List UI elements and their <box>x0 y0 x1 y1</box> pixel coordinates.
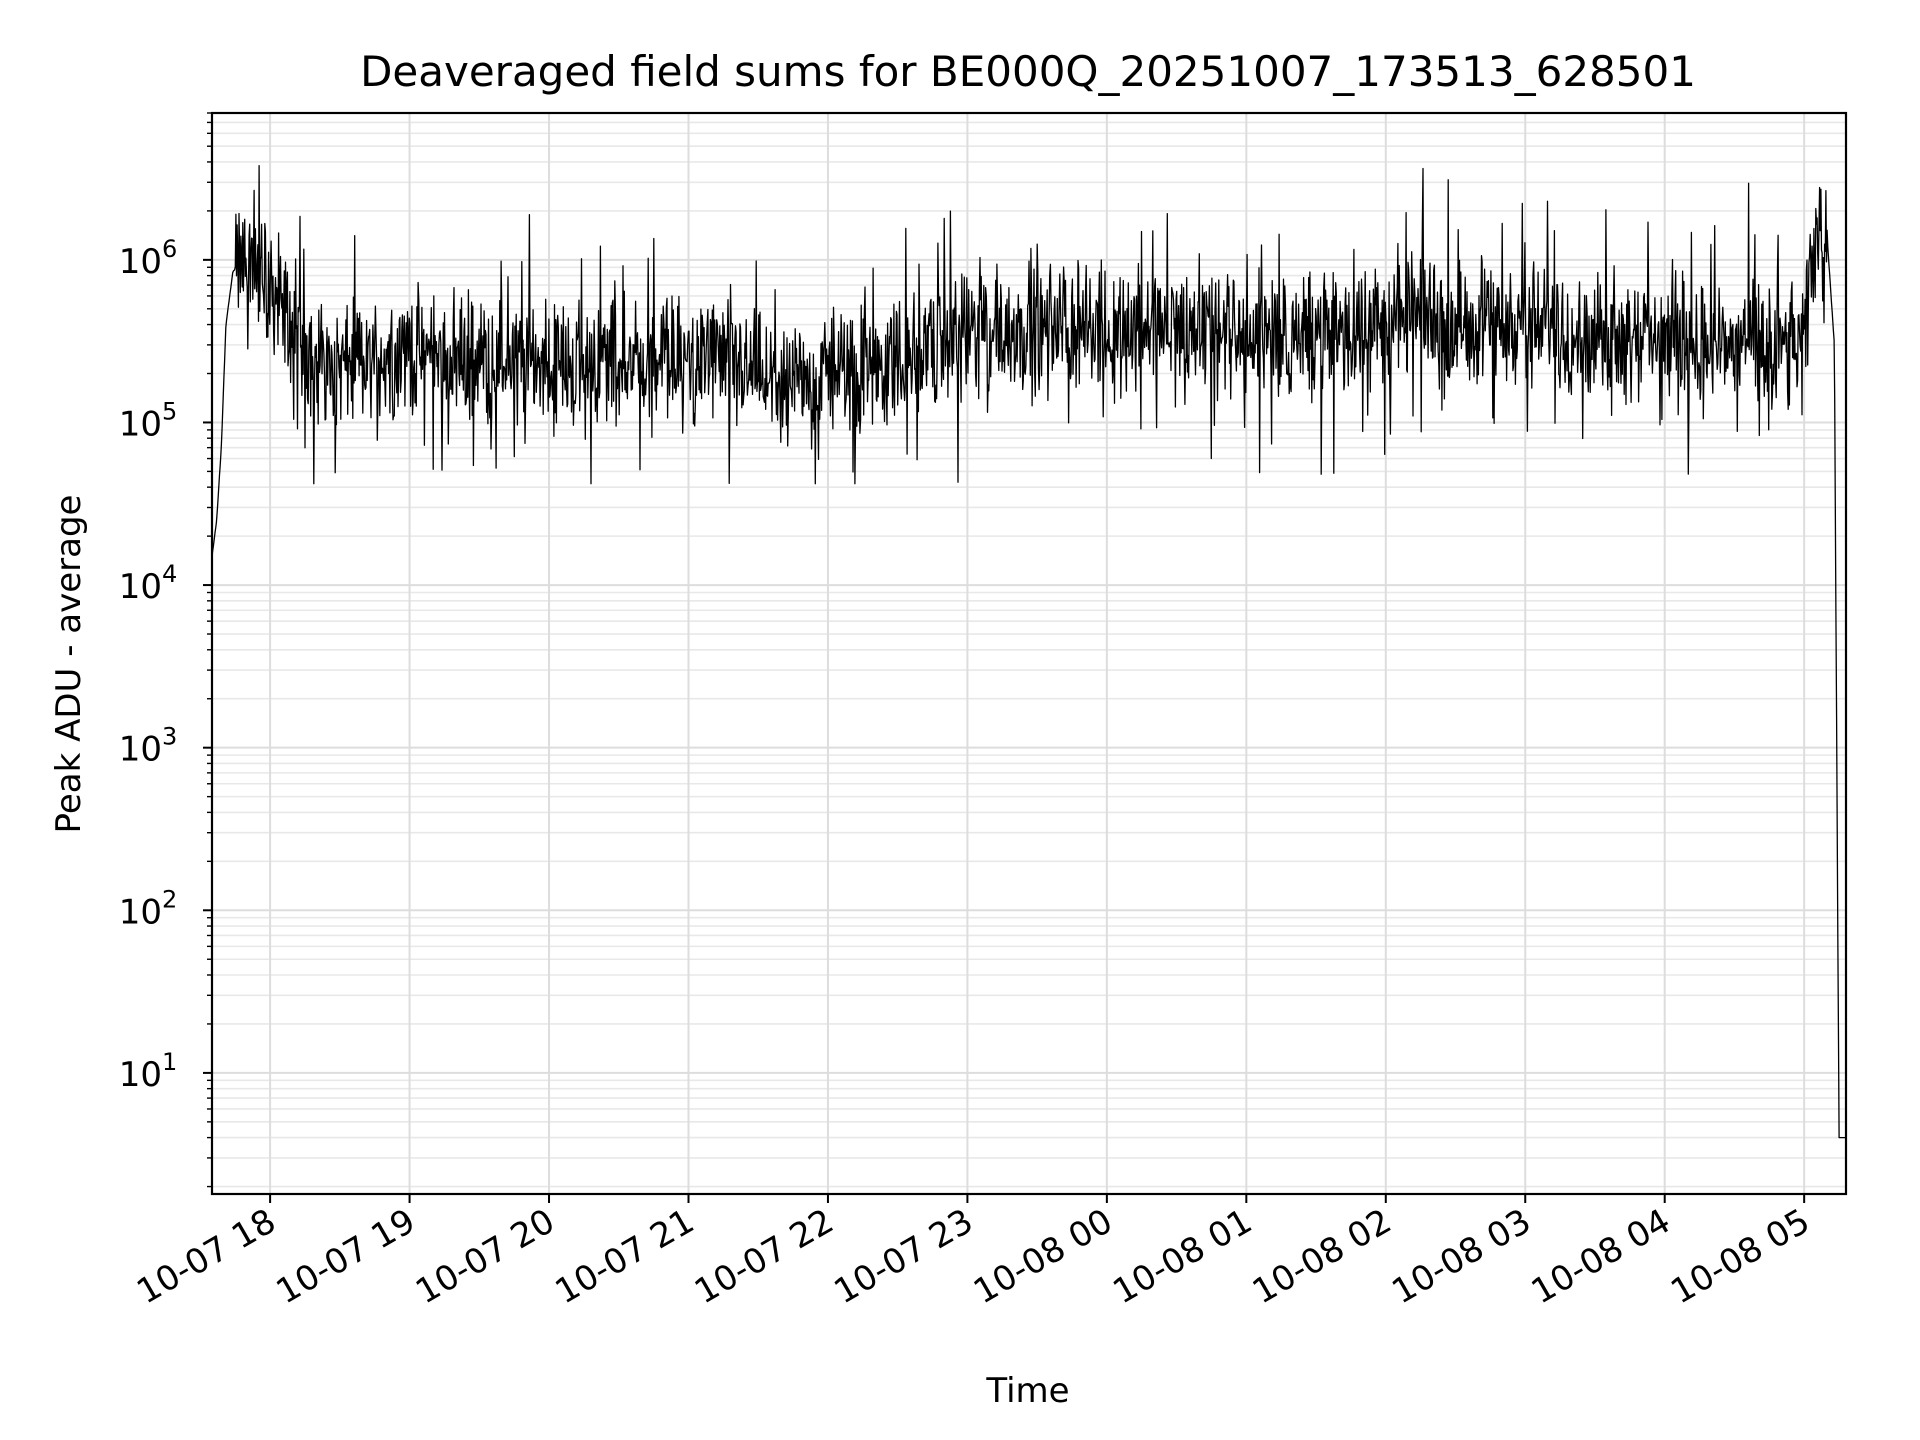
y-tick-label: 102 <box>119 885 178 932</box>
y-axis-label: Peak ADU - average <box>49 495 89 834</box>
y-tick-label: 106 <box>119 235 178 282</box>
grid <box>212 112 1846 1194</box>
chart-title: Deaveraged field sums for BE000Q_2025100… <box>360 47 1696 96</box>
x-axis-label: Time <box>985 1371 1069 1411</box>
y-tick-label: 103 <box>119 723 178 770</box>
plot-frame <box>210 111 1848 1196</box>
series-line <box>211 164 1847 1139</box>
y-tick-label: 104 <box>119 560 178 607</box>
y-tick-label: 105 <box>119 397 178 444</box>
series-group <box>211 164 1847 1139</box>
y-tick-label: 101 <box>119 1048 178 1095</box>
